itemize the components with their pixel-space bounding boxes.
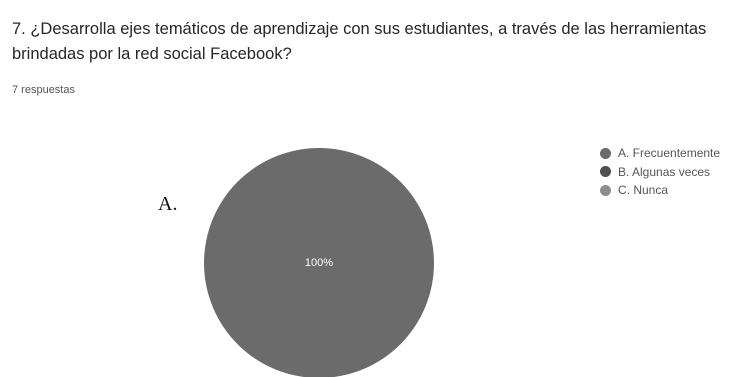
- legend-swatch: [600, 166, 611, 178]
- legend-label: C. Nunca: [618, 183, 669, 198]
- legend-label: A. Frecuentemente: [618, 146, 721, 161]
- legend-item-algunas-veces[interactable]: B. Algunas veces: [600, 163, 720, 182]
- question-title: 7. ¿Desarrolla ejes temáticos de aprendi…: [12, 20, 707, 63]
- legend-swatch: [600, 147, 611, 159]
- slice-data-label: 100%: [305, 257, 333, 269]
- annotation-label: A.: [158, 193, 178, 215]
- response-count: 7 respuestas: [12, 84, 75, 96]
- pie-slice[interactable]: [204, 148, 434, 377]
- chart-legend: A. Frecuentemente B. Algunas veces C. Nu…: [600, 144, 720, 200]
- legend-label: B. Algunas veces: [618, 164, 711, 179]
- legend-item-nunca[interactable]: C. Nunca: [600, 181, 720, 200]
- legend-swatch: [600, 184, 611, 196]
- legend-item-frecuentemente[interactable]: A. Frecuentemente: [600, 144, 720, 163]
